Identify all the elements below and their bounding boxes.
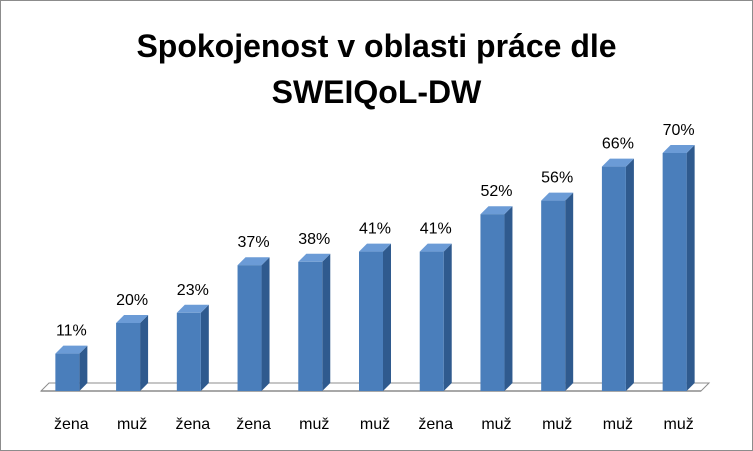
bar-top-face [237,257,270,266]
bar [480,206,513,391]
bar-top-face [298,253,331,262]
chart-title: Spokojenost v oblasti práce dle SWEIQoL-… [1,23,752,115]
bar-side-face [625,158,634,391]
data-label: 37% [238,234,270,251]
bar-side-face [261,257,270,391]
bar [662,145,695,391]
bar-front-face [298,261,323,391]
bar-front-face [176,312,201,391]
x-tick-label: muž [360,416,390,433]
data-labels: 11% 20% 23% 37% 38% 41% 41% 52% 56% 66% 70% [56,122,695,340]
chart-title-line-1: Spokojenost v oblasti práce dle [136,28,617,64]
bar-side-face [140,315,149,391]
data-label: 41% [359,221,391,238]
bar-top-face [601,158,634,167]
chart-title-line-2: SWEIQoL-DW [271,74,482,110]
data-label: 38% [298,231,330,248]
bar [176,304,209,391]
bar-top-face [480,206,513,215]
bar-top-face [662,145,695,153]
data-label: 11% [56,323,87,340]
bar-front-face [116,323,141,391]
data-label: 41% [420,221,452,238]
x-tick-label: žena [54,416,89,433]
bar-side-face [443,243,452,391]
bar-side-face [79,345,88,391]
bar-front-face [237,265,262,391]
data-label: 52% [480,183,512,200]
bar-side-face [565,192,574,391]
x-tick-label: muž [603,416,633,433]
bar-front-face [419,251,444,391]
bar [419,243,452,391]
bar-front-face [601,166,626,391]
x-tick-label: muž [481,416,511,433]
data-label: 20% [116,292,148,309]
x-tick-label: muž [542,416,572,433]
bar-side-face [322,253,331,391]
bar-front-face [480,214,505,391]
bar-side-face [504,206,513,391]
data-label: 23% [177,282,209,299]
bar-front-face [359,251,383,391]
bar [55,345,88,391]
x-tick-label: muž [299,416,329,433]
x-tick-labels: žena muž žena žena muž muž žena muž muž muž muž [54,416,694,433]
bar-top-face [176,304,209,313]
bar [359,243,391,391]
bar [601,158,634,391]
bar-top-face [116,315,149,323]
bar-front-face [662,153,687,391]
bar-side-face [686,145,695,391]
data-label: 56% [541,170,573,187]
bar [541,192,574,391]
bar [116,315,149,391]
bar-front-face [541,200,566,391]
data-label: 70% [663,122,695,139]
bar-top-face [419,243,452,252]
bar-top-face [55,345,88,354]
x-tick-label: žena [236,416,271,433]
bars [55,145,695,391]
x-tick-label: žena [175,416,210,433]
bar [237,257,270,391]
x-tick-label: muž [117,416,147,433]
data-label: 66% [602,136,634,153]
bar-side-face [383,243,391,391]
bar-top-face [359,243,391,252]
bar-front-face [55,353,80,391]
bar-side-face [200,304,209,391]
x-tick-label: žena [418,416,453,433]
bar-top-face [541,192,574,201]
bar [298,253,331,391]
x-tick-label: muž [664,416,694,433]
